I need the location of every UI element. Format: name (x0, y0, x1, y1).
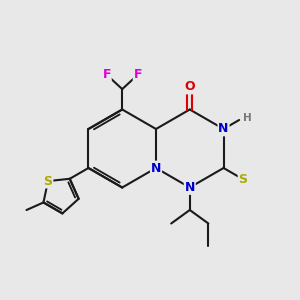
Text: O: O (184, 80, 195, 94)
Text: N: N (184, 181, 195, 194)
Text: F: F (102, 68, 111, 81)
Text: S: S (44, 175, 52, 188)
Text: F: F (134, 68, 142, 81)
Text: S: S (238, 173, 247, 186)
Text: N: N (151, 161, 161, 175)
Text: N: N (218, 122, 229, 136)
Text: H: H (243, 113, 251, 123)
